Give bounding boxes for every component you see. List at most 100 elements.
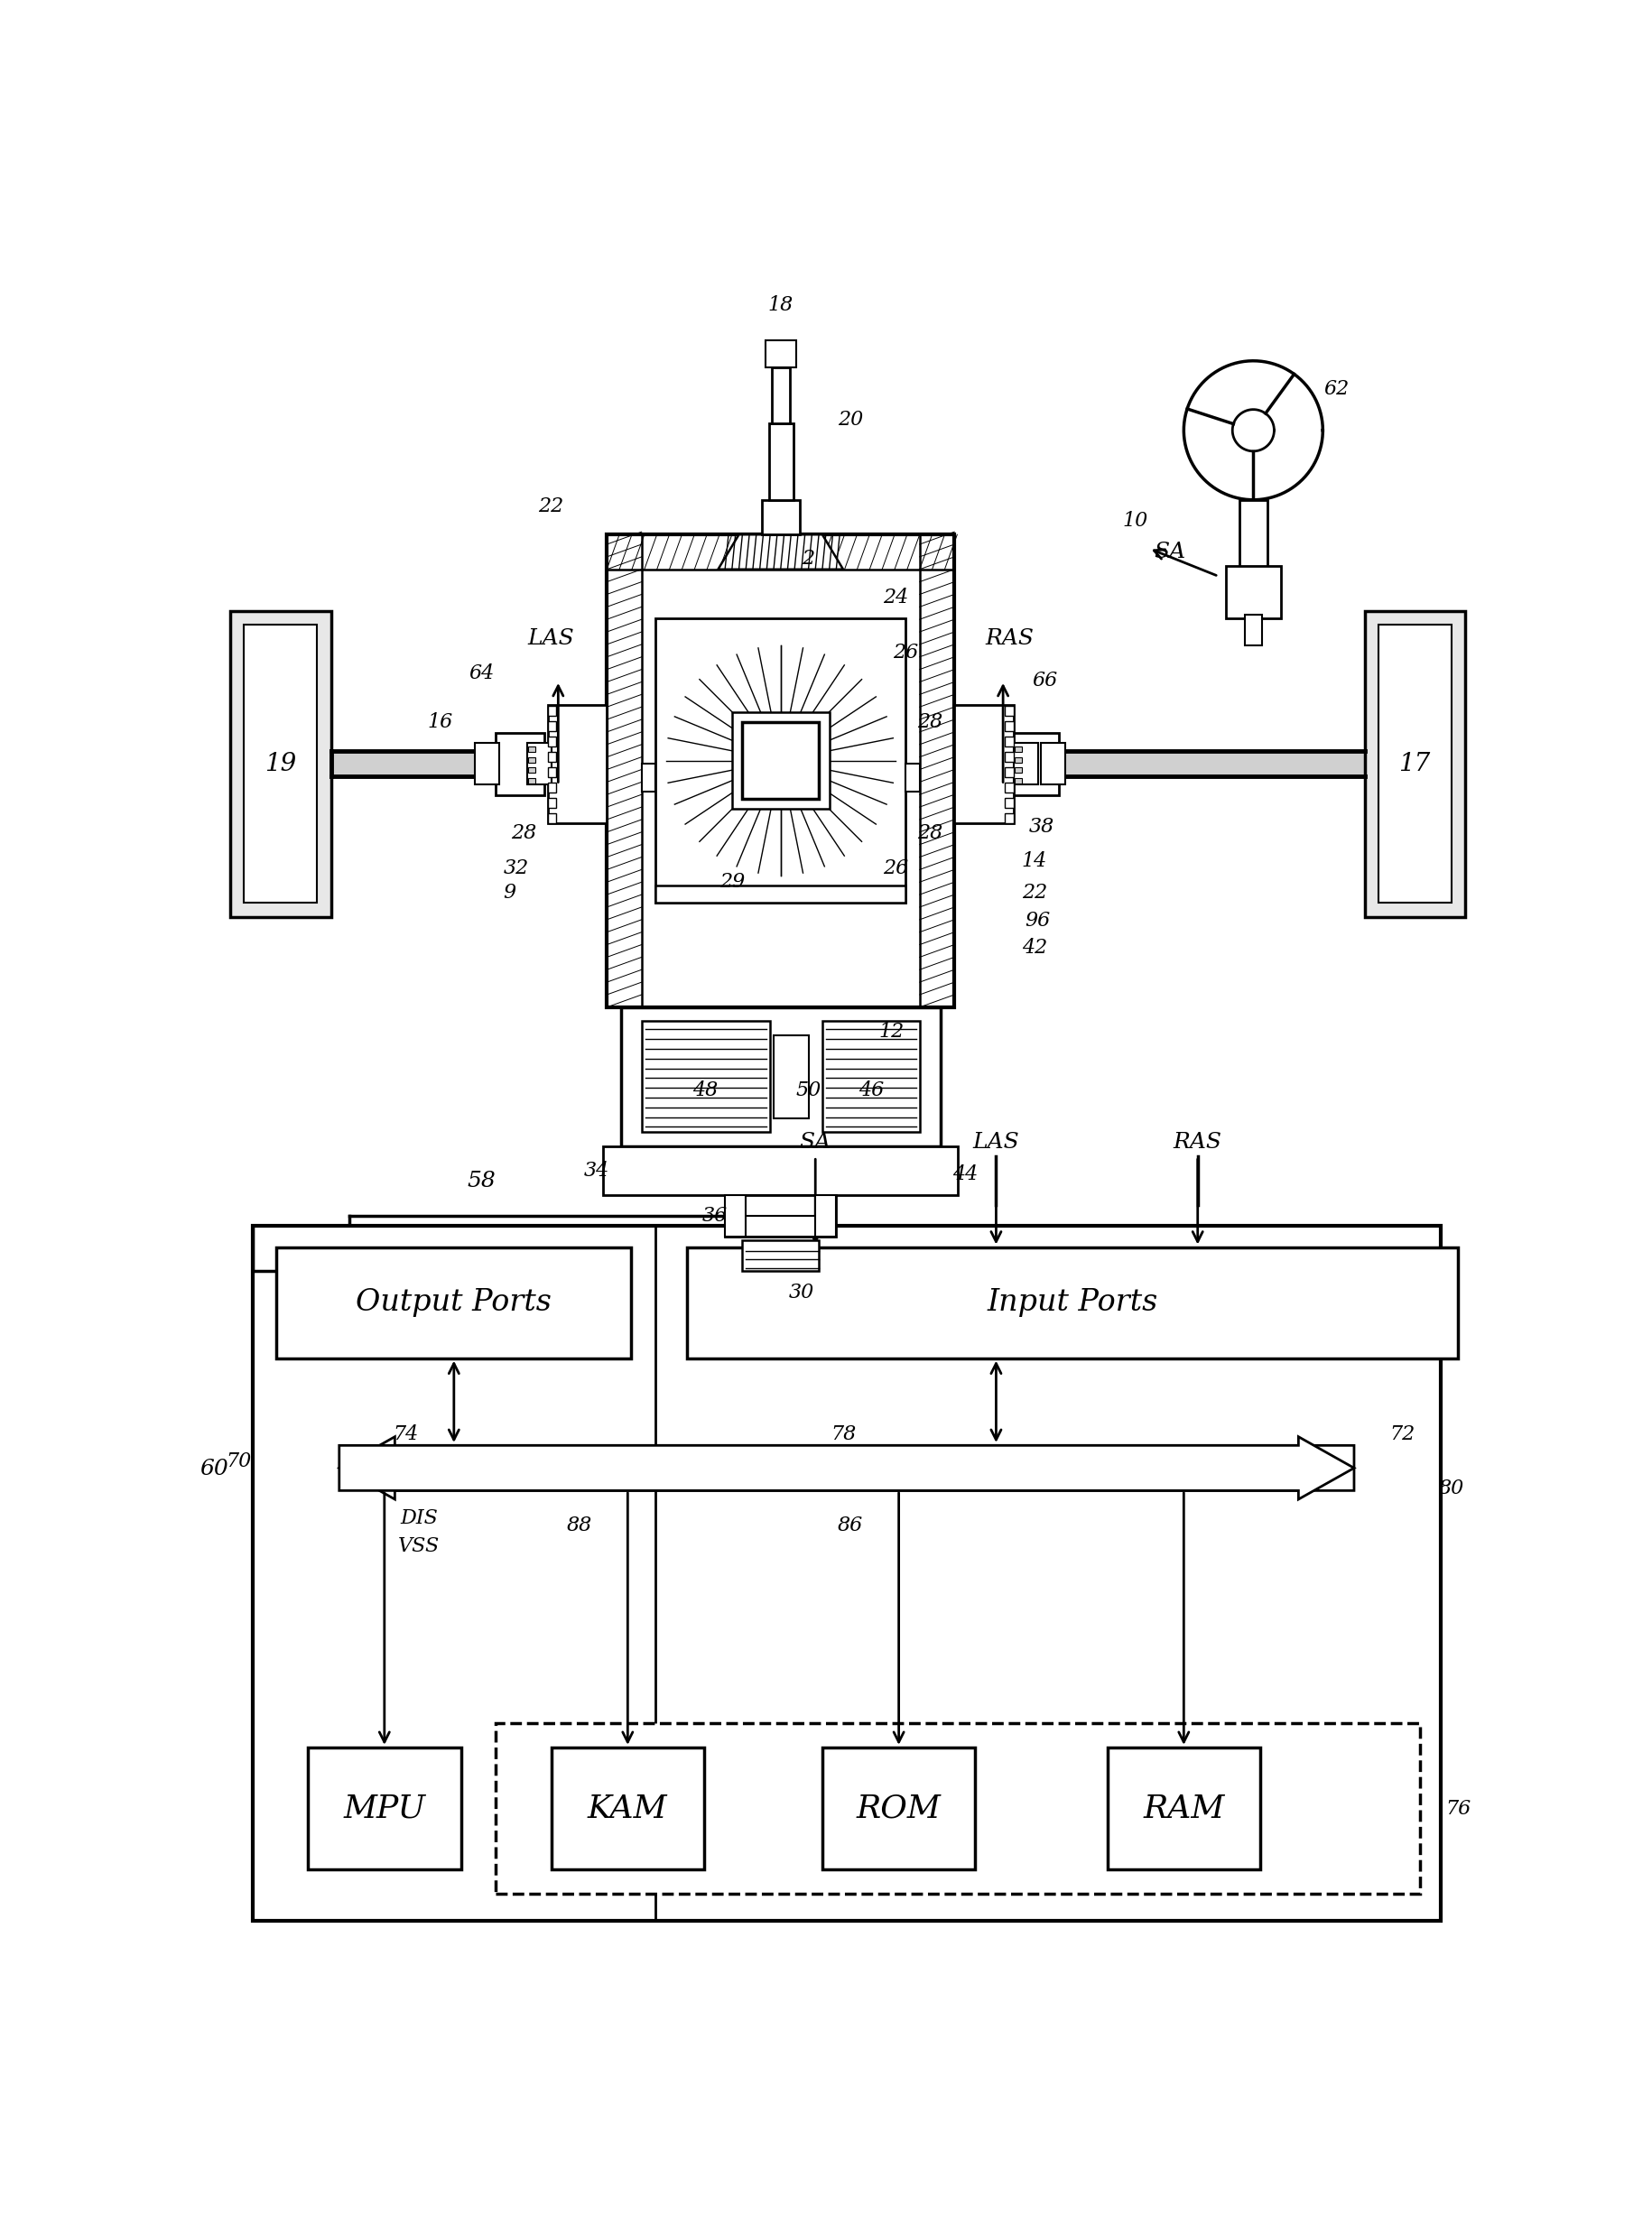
- Bar: [1107, 1747, 1260, 1869]
- Bar: [548, 814, 557, 823]
- Bar: [768, 423, 793, 501]
- Bar: [687, 1246, 1459, 1357]
- Bar: [307, 1747, 461, 1869]
- Bar: [1004, 768, 1013, 777]
- Text: MPU: MPU: [344, 1793, 426, 1824]
- Bar: [527, 743, 552, 785]
- Text: 24: 24: [882, 587, 909, 607]
- Bar: [641, 763, 656, 792]
- Bar: [330, 752, 517, 777]
- Bar: [548, 705, 557, 716]
- Text: 34: 34: [583, 1161, 610, 1181]
- Text: 66: 66: [1032, 670, 1057, 690]
- Bar: [603, 1146, 958, 1195]
- Text: 19: 19: [264, 752, 296, 777]
- Bar: [738, 1215, 823, 1237]
- Bar: [529, 768, 535, 772]
- Bar: [656, 619, 905, 903]
- Bar: [1014, 779, 1023, 783]
- Text: SA: SA: [800, 1133, 831, 1153]
- Bar: [823, 1021, 920, 1133]
- Text: 78: 78: [831, 1424, 856, 1444]
- Bar: [1014, 756, 1023, 763]
- Bar: [656, 886, 905, 903]
- Text: 58: 58: [468, 1170, 496, 1190]
- Text: 29: 29: [719, 872, 745, 892]
- Text: 28: 28: [510, 823, 537, 843]
- Text: 76: 76: [1446, 1798, 1470, 1818]
- Text: 17: 17: [1399, 752, 1431, 777]
- Bar: [905, 763, 920, 792]
- Bar: [1004, 721, 1013, 732]
- Bar: [742, 1239, 819, 1270]
- Text: 72: 72: [1389, 1424, 1416, 1444]
- Text: 12: 12: [879, 1021, 905, 1041]
- Text: VSS: VSS: [398, 1535, 439, 1555]
- Text: 64: 64: [469, 663, 494, 683]
- Bar: [548, 799, 557, 808]
- Text: 74: 74: [393, 1424, 418, 1444]
- Polygon shape: [719, 534, 843, 570]
- Text: 96: 96: [1024, 910, 1051, 930]
- Text: 50: 50: [796, 1081, 821, 1101]
- Text: LAS: LAS: [973, 1133, 1019, 1153]
- Text: RAS: RAS: [1173, 1133, 1222, 1153]
- Bar: [1004, 752, 1013, 761]
- Bar: [1004, 783, 1013, 792]
- Text: 62: 62: [1323, 378, 1350, 398]
- Bar: [1013, 743, 1037, 785]
- Bar: [548, 783, 557, 792]
- Bar: [742, 723, 819, 799]
- Bar: [1365, 612, 1465, 917]
- Text: ROM: ROM: [856, 1793, 942, 1824]
- Bar: [1004, 814, 1013, 823]
- Bar: [548, 721, 557, 732]
- Bar: [1041, 752, 1365, 777]
- Bar: [641, 1021, 770, 1133]
- Bar: [496, 1722, 1421, 1893]
- Bar: [548, 752, 557, 761]
- Bar: [955, 705, 1013, 823]
- Bar: [230, 612, 330, 917]
- Text: 70: 70: [226, 1451, 251, 1471]
- Bar: [606, 534, 955, 1008]
- Text: 36: 36: [702, 1206, 727, 1226]
- Text: 60: 60: [200, 1460, 228, 1480]
- Text: 28: 28: [917, 712, 943, 732]
- Bar: [773, 1035, 808, 1119]
- FancyArrow shape: [339, 1437, 1355, 1500]
- Bar: [1014, 768, 1023, 772]
- Text: SA: SA: [1155, 541, 1186, 563]
- Text: 30: 30: [788, 1282, 814, 1302]
- Bar: [548, 736, 557, 748]
- FancyArrow shape: [339, 1437, 1355, 1500]
- Text: 38: 38: [1029, 817, 1054, 837]
- Text: 86: 86: [838, 1515, 862, 1535]
- Text: 48: 48: [692, 1081, 719, 1101]
- Bar: [765, 340, 796, 367]
- Text: 22: 22: [1021, 883, 1047, 903]
- Bar: [529, 748, 535, 752]
- Bar: [762, 501, 800, 534]
- Bar: [1009, 732, 1059, 794]
- Bar: [1014, 748, 1023, 752]
- Bar: [1041, 743, 1066, 785]
- Bar: [771, 367, 790, 423]
- Text: 2: 2: [801, 550, 814, 570]
- Bar: [1004, 799, 1013, 808]
- Bar: [474, 743, 499, 785]
- Bar: [548, 768, 557, 777]
- Bar: [725, 1195, 745, 1237]
- Text: 42: 42: [1021, 939, 1047, 959]
- Bar: [1246, 614, 1262, 645]
- Bar: [1226, 565, 1280, 619]
- Bar: [1378, 625, 1452, 903]
- Bar: [725, 1195, 836, 1237]
- Text: 44: 44: [952, 1164, 978, 1184]
- Text: 26: 26: [894, 643, 919, 663]
- Bar: [253, 1226, 1441, 1920]
- Text: RAM: RAM: [1143, 1793, 1224, 1824]
- Bar: [816, 1195, 836, 1237]
- Text: 9: 9: [504, 883, 515, 903]
- Text: Input Ports: Input Ports: [988, 1288, 1158, 1317]
